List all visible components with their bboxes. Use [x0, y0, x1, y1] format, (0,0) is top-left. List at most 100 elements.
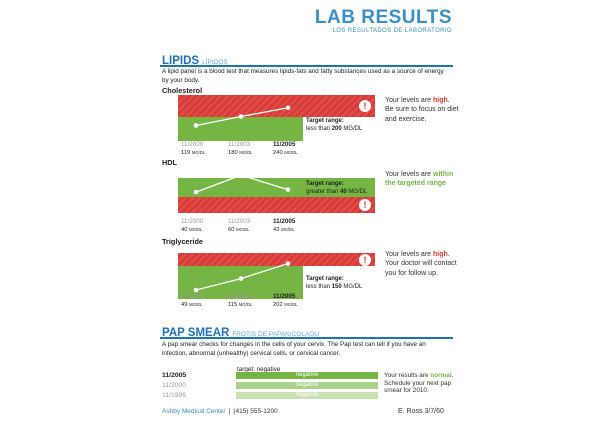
triglyceride-target-band [178, 266, 303, 299]
lipids-title: LIPIDS [162, 55, 200, 67]
cholesterol-date-2000: 11/2000 [181, 141, 204, 148]
hdl-value-number: 40 [181, 227, 188, 233]
pap-note-status: normal [430, 372, 452, 379]
pap-row: 11/2005 negative [162, 372, 382, 380]
hdl-chart: ! Target range: greater than 40 MG/DL [178, 167, 375, 213]
triglyceride-value-2003: 115 MG/DL [228, 301, 268, 309]
cholesterol-value-number: 119 [181, 150, 191, 156]
triglyceride-out-of-range-band [178, 253, 375, 266]
cholesterol-target-range: Target range: less than 200 MG/DL [306, 118, 362, 133]
hdl-target-prefix: greater than [306, 188, 341, 195]
hdl-date-2005: 11/2005 [273, 218, 296, 225]
hdl-date-2000: 11/2000 [181, 218, 204, 225]
cholesterol-line-svg [193, 105, 291, 128]
hdl-label: HDL [162, 158, 177, 167]
hdl-value-unit: MG/DL [236, 227, 250, 232]
lipids-section-title: LIPIDS LÍPIDOS [162, 51, 228, 69]
cholesterol-date-2005: 11/2005 [273, 141, 296, 148]
cholesterol-value-2003: 180 MG/DL [228, 149, 268, 157]
pap-result-bar: negative [236, 392, 378, 399]
hdl-x-label: 11/2003 60 MG/DL [228, 218, 268, 234]
triglyceride-target-value: 150 [331, 283, 342, 290]
triglyceride-value-unit: MG/DL [189, 302, 203, 307]
triglyceride-line-svg [193, 261, 291, 293]
cholesterol-date-2003: 11/2003 [228, 141, 251, 148]
triglyceride-value-number: 115 [228, 302, 238, 308]
triglyceride-target-prefix: less than [306, 283, 332, 290]
hdl-value-2005: 43 MG/DL [273, 226, 313, 234]
hdl-x-label: 11/2005 43 MG/DL [273, 218, 313, 234]
data-point-11/2003 [238, 114, 244, 119]
pap-row: 11/1995 negative [162, 392, 382, 400]
cholesterol-value-unit: MG/DL [191, 150, 206, 155]
pap-result-bar: negative [236, 382, 378, 389]
pap-note-pre: Your results are [384, 372, 431, 379]
pap-title: PAP SMEAR [162, 327, 230, 339]
cholesterol-x-label: 11/2000 119 MG/DL [181, 141, 221, 157]
hdl-target-range: Target range: greater than 40 MG/DL [306, 181, 367, 196]
hdl-value-number: 60 [228, 227, 235, 233]
pap-note: Your results are normal. Schedule your n… [384, 372, 460, 395]
hdl-line-svg [193, 172, 291, 195]
data-point-11/2005 [285, 187, 291, 192]
pap-note-post: . Schedule your next pap smear for 2010. [384, 372, 454, 395]
hdl-value-2000: 40 MG/DL [181, 226, 221, 234]
trend-line [195, 174, 289, 193]
hdl-value-unit: MG/DL [189, 227, 203, 232]
lipids-description: A lipid panel is a blood test that measu… [162, 68, 444, 84]
triglyceride-target-range: Target range: less than 150 MG/DL [306, 276, 362, 291]
pap-subtitle: FROTIS DE PAPANICOLAOU [232, 331, 320, 338]
cholesterol-x-label: 11/2003 180 MG/DL [228, 141, 268, 157]
data-point-11/2000 [193, 123, 199, 128]
data-point-11/2000 [193, 189, 199, 195]
pap-result-bar: negative [236, 372, 378, 379]
triglyceride-note-pre: Your levels are [385, 251, 433, 258]
pap-divider [160, 337, 453, 339]
pap-description: A pap smear checks for changes in the ce… [162, 341, 426, 357]
patient-signature: E. Ross 3/7/60 [398, 408, 444, 415]
triglyceride-note-status: high [433, 251, 448, 258]
hdl-value-number: 43 [273, 227, 280, 233]
cholesterol-value-2000: 119 MG/DL [181, 149, 221, 157]
cholesterol-chart: ! Target range: less than 200 MG/DL [178, 95, 375, 141]
cholesterol-target-band [178, 117, 303, 141]
lipids-divider [160, 65, 453, 67]
hdl-x-label: 11/2000 40 MG/DL [181, 218, 221, 234]
clinic-phone: (415) 555-1200 [233, 408, 278, 415]
triglyceride-chart: ! Target range: less than 150 MG/DL [178, 253, 375, 299]
footer-separator: | [228, 408, 231, 415]
triglyceride-x-label: 11/2003 115 MG/DL [228, 293, 268, 309]
data-point-11/2003 [238, 276, 244, 281]
cholesterol-note-post: . Be sure to focus on diet and exercise. [385, 97, 459, 123]
hdl-target-unit: MG/DL [346, 188, 368, 195]
page-title: LAB RESULTS [314, 7, 452, 28]
cholesterol-x-labels: 11/2000 119 MG/DL 11/2003 180 MG/DL 11/200… [178, 141, 375, 157]
hdl-target-label: Target range: [306, 181, 344, 187]
hdl-value-unit: MG/DL [281, 227, 295, 232]
triglyceride-date-2003: 11/2003 [228, 293, 251, 300]
cholesterol-out-of-range-band [178, 95, 375, 117]
cholesterol-value-unit: MG/DL [239, 150, 253, 155]
triglyceride-target-unit: MG/DL [341, 283, 363, 290]
triglyceride-label: Triglyceride [162, 237, 203, 246]
cholesterol-note: Your levels are high. Be sure to focus o… [385, 96, 460, 124]
triglyceride-x-labels: 11/2000 49 MG/DL 11/2003 115 MG/DL 11/2005… [178, 293, 375, 309]
pap-section-title: PAP SMEAR FROTIS DE PAPANICOLAOU [162, 323, 319, 341]
hdl-note-status: within the targeted range [385, 171, 454, 188]
triglyceride-note-post: . Your doctor will contact you for follo… [385, 251, 457, 277]
triglyceride-value-unit: MG/DL [238, 302, 253, 307]
pap-date: 11/2000 [162, 382, 187, 389]
cholesterol-value-2005: 240 MG/DL [273, 149, 313, 157]
hdl-out-of-range-band [178, 197, 375, 213]
data-point-11/2000 [193, 287, 199, 293]
hdl-target-value: 40 [340, 188, 347, 195]
hdl-date-2003: 11/2003 [228, 218, 251, 225]
clinic-name[interactable]: Ashby Medical Center [162, 408, 226, 415]
triglyceride-value-number: 49 [181, 302, 188, 308]
hdl-value-2003: 60 MG/DL [228, 226, 268, 234]
pap-target: target: negative [237, 366, 281, 373]
triglyceride-value-2000: 49 MG/DL [181, 301, 221, 309]
page-header: LAB RESULTS LOS RESULTADOS DE LABORATORI… [160, 8, 452, 35]
cholesterol-target-label: Target range: [306, 118, 344, 124]
data-point-11/2003 [238, 172, 244, 178]
